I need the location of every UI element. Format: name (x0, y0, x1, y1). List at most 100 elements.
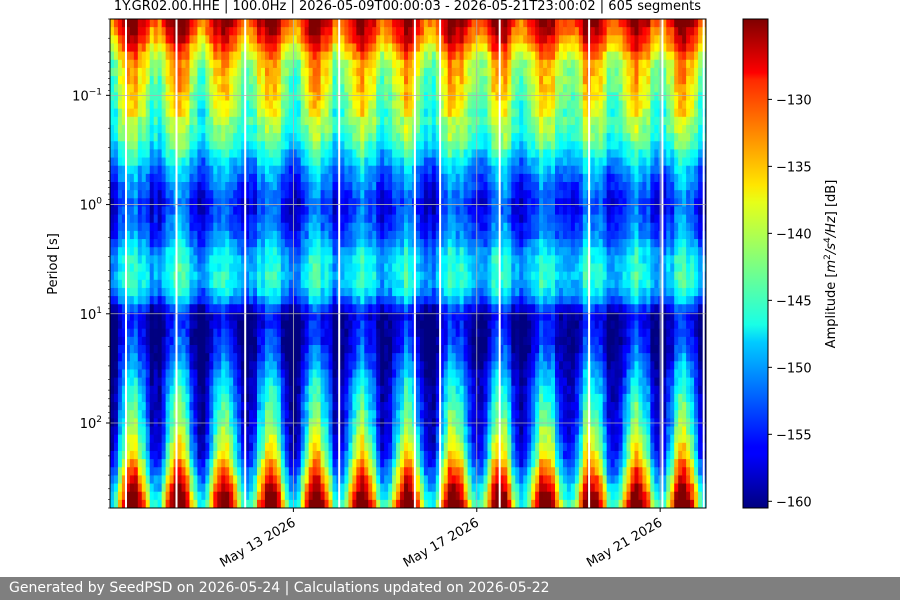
heatmap-cell (185, 328, 191, 338)
heatmap-cell (257, 279, 262, 289)
heatmap-cell (149, 19, 155, 28)
heatmap-cell (376, 206, 381, 216)
heatmap-cell (110, 92, 115, 102)
heatmap-cell (368, 255, 373, 265)
heatmap-cell (209, 141, 214, 150)
heatmap-cell (193, 108, 199, 118)
heatmap-cell (161, 165, 167, 175)
heatmap-cell (245, 27, 250, 36)
heatmap-cell (213, 182, 218, 191)
heatmap-cell (419, 19, 425, 28)
heatmap-cell (157, 450, 163, 460)
heatmap-cell (149, 499, 155, 508)
heatmap-cell (328, 116, 334, 126)
heatmap-cell (435, 353, 441, 362)
heatmap-cell (221, 434, 226, 444)
heatmap-cell (165, 247, 171, 256)
heatmap-cell (276, 361, 282, 371)
heatmap-cell (427, 385, 433, 395)
heatmap-cell (404, 296, 409, 305)
heatmap-cell (205, 116, 210, 126)
heatmap-cell (396, 475, 401, 485)
heatmap-cell (149, 353, 155, 362)
heatmap-cell (157, 84, 163, 93)
heatmap-cell (181, 328, 187, 338)
heatmap-cell (137, 353, 143, 362)
heatmap-cell (427, 59, 433, 69)
heatmap-cell (201, 450, 206, 460)
heatmap-cell (276, 27, 282, 36)
heatmap-cell (316, 141, 322, 150)
heatmap-cell (296, 475, 302, 485)
heatmap-cell (368, 410, 373, 419)
heatmap-cell (253, 214, 258, 224)
heatmap-cell (396, 434, 401, 444)
heatmap-cell (117, 459, 123, 468)
heatmap-cell (408, 450, 413, 460)
heatmap-cell (288, 361, 294, 371)
heatmap-cell (312, 255, 318, 265)
heatmap-cell (384, 279, 389, 289)
heatmap-cell (245, 336, 250, 346)
heatmap-cell (340, 133, 346, 142)
heatmap-cell (272, 84, 278, 93)
heatmap-cell (225, 230, 230, 240)
heatmap-cell (177, 296, 183, 305)
heatmap-cell (201, 385, 206, 395)
heatmap-cell (320, 92, 326, 102)
heatmap-cell (245, 255, 250, 265)
heatmap-cell (201, 19, 206, 28)
heatmap-cell (197, 230, 202, 240)
heatmap-cell (356, 361, 361, 371)
heatmap-cell (352, 214, 357, 224)
heatmap-cell (249, 247, 254, 256)
heatmap-cell (153, 149, 159, 159)
heatmap-cell (185, 467, 191, 476)
heatmap-cell (185, 43, 191, 53)
heatmap-cell (221, 230, 226, 240)
heatmap-cell (177, 279, 183, 289)
heatmap-cell (125, 43, 131, 53)
heatmap-cell (233, 475, 238, 485)
heatmap-cell (300, 141, 306, 150)
heatmap-cell (125, 263, 131, 273)
heatmap-cell (149, 377, 155, 387)
heatmap-cell (392, 51, 397, 61)
heatmap-cell (257, 263, 262, 273)
heatmap-cell (276, 499, 282, 508)
heatmap-cell (137, 239, 143, 248)
heatmap-cell (125, 100, 131, 110)
heatmap-cell (316, 43, 322, 53)
heatmap-cell (241, 369, 246, 379)
heatmap-cell (304, 312, 310, 322)
heatmap-cell (153, 353, 159, 362)
heatmap-cell (157, 475, 163, 485)
heatmap-cell (435, 149, 441, 159)
heatmap-cell (296, 353, 302, 362)
heatmap-cell (376, 393, 381, 403)
heatmap-cell (133, 345, 139, 354)
heatmap-cell (415, 328, 421, 338)
heatmap-cell (304, 377, 310, 387)
heatmap-cell (276, 124, 282, 134)
heatmap-cell (352, 434, 357, 444)
heatmap-cell (352, 296, 357, 305)
heatmap-cell (372, 304, 377, 313)
heatmap-cell (169, 67, 175, 77)
heatmap-cell (233, 320, 238, 330)
heatmap-cell (249, 116, 254, 126)
heatmap-cell (229, 426, 234, 436)
heatmap-cell (268, 100, 274, 110)
heatmap-cell (145, 76, 151, 85)
heatmap-cell (245, 51, 250, 61)
heatmap-cell (384, 84, 389, 93)
heatmap-cell (388, 173, 393, 183)
heatmap-cell (225, 255, 230, 265)
heatmap-cell (149, 59, 155, 69)
heatmap-cell (201, 182, 206, 191)
heatmap-cell (360, 43, 365, 53)
heatmap-cell (237, 239, 242, 248)
heatmap-cell (229, 483, 234, 493)
heatmap-cell (221, 312, 226, 322)
heatmap-cell (113, 499, 119, 508)
